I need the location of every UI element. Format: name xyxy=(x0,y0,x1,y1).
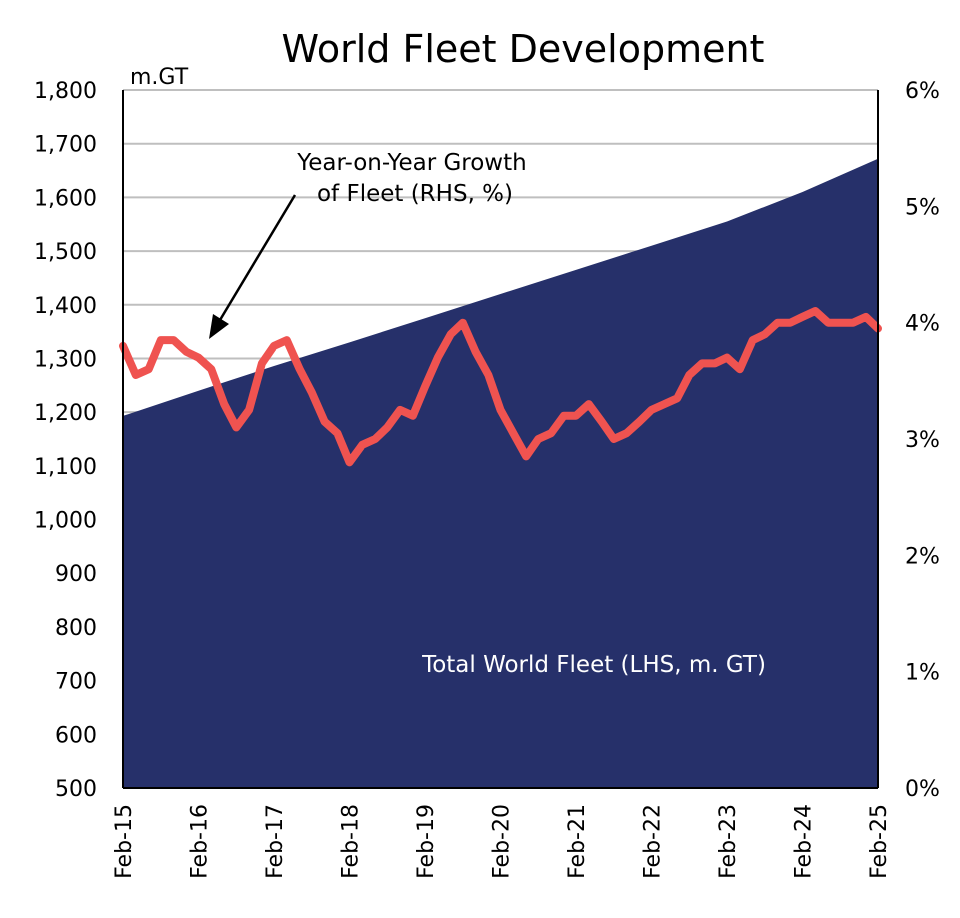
right-tick-label: 4% xyxy=(905,312,940,337)
x-tick-label: Feb-22 xyxy=(641,804,666,879)
growth-line xyxy=(119,307,882,467)
fleet-area xyxy=(123,158,878,788)
x-tick-label: Feb-19 xyxy=(414,804,439,879)
left-tick-label: 500 xyxy=(55,777,97,802)
annotation-arrow xyxy=(209,194,297,339)
left-tick-label: 800 xyxy=(55,616,97,641)
left-tick-label: 1,800 xyxy=(34,79,97,104)
x-axis: Feb-15 Feb-16 Feb-17 Feb-18 Feb-19 Feb-20 Feb-… xyxy=(112,804,892,879)
growth-annotation-line1: Year-on-Year Growth xyxy=(296,150,526,176)
x-tick-label: Feb-17 xyxy=(263,804,288,879)
right-tick-label: 3% xyxy=(905,428,940,453)
left-axis: 1,800 1,700 1,600 1,500 1,400 1,300 1,200 1,100… xyxy=(34,79,97,802)
right-tick-label: 1% xyxy=(905,661,940,686)
left-tick-label: 900 xyxy=(55,562,97,587)
right-axis: 6% 5% 4% 3% 2% 1% 0% xyxy=(905,79,940,802)
left-tick-label: 1,600 xyxy=(34,186,97,211)
left-tick-label: 1,000 xyxy=(34,509,97,534)
right-tick-label: 2% xyxy=(905,544,940,569)
right-tick-label: 6% xyxy=(905,79,940,104)
fleet-annotation: Total World Fleet (LHS, m. GT) xyxy=(421,652,766,678)
left-axis-unit: m.GT xyxy=(130,65,189,90)
x-tick-label: Feb-20 xyxy=(490,804,515,879)
x-tick-label: Feb-25 xyxy=(867,804,892,879)
left-tick-label: 1,200 xyxy=(34,401,97,426)
x-tick-label: Feb-24 xyxy=(792,804,817,879)
x-tick-label: Feb-18 xyxy=(339,804,364,879)
x-tick-label: Feb-21 xyxy=(565,804,590,879)
left-tick-label: 1,100 xyxy=(34,455,97,480)
left-tick-label: 700 xyxy=(55,670,97,695)
chart-title: World Fleet Development xyxy=(282,27,765,71)
left-tick-label: 600 xyxy=(55,723,97,748)
x-tick-label: Feb-15 xyxy=(112,804,137,879)
right-tick-label: 0% xyxy=(905,777,940,802)
right-tick-label: 5% xyxy=(905,195,940,220)
growth-line-layer xyxy=(119,307,882,467)
x-tick-label: Feb-23 xyxy=(716,804,741,879)
fleet-area-layer xyxy=(123,158,878,788)
left-tick-label: 1,300 xyxy=(34,347,97,372)
left-tick-label: 1,700 xyxy=(34,133,97,158)
left-tick-label: 1,500 xyxy=(34,240,97,265)
growth-annotation-line2: of Fleet (RHS, %) xyxy=(317,181,513,207)
plot-frame xyxy=(122,90,879,789)
x-tick-label: Feb-16 xyxy=(188,804,213,879)
left-tick-label: 1,400 xyxy=(34,294,97,319)
